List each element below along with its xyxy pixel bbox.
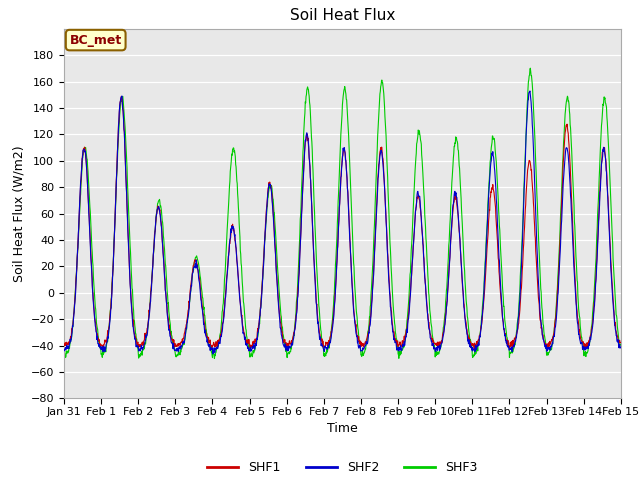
SHF2	[429, 341, 436, 347]
SHF3	[170, 346, 178, 351]
SHF3	[60, 354, 68, 360]
SHF2	[616, 344, 624, 350]
SHF2	[184, 315, 191, 321]
SHF1	[470, 347, 478, 352]
SHF2	[170, 346, 178, 352]
Title: Soil Heat Flux: Soil Heat Flux	[290, 9, 395, 24]
SHF3	[502, 323, 509, 329]
SHF1	[60, 342, 68, 348]
Line: SHF2: SHF2	[64, 91, 620, 354]
SHF1	[171, 341, 179, 347]
SHF1	[184, 308, 192, 313]
SHF2	[246, 344, 254, 350]
SHF1	[117, 94, 125, 99]
SHF3	[616, 342, 624, 348]
Line: SHF1: SHF1	[64, 96, 620, 349]
SHF1	[429, 339, 436, 345]
SHF3	[527, 65, 534, 71]
Legend: SHF1, SHF2, SHF3: SHF1, SHF2, SHF3	[202, 456, 483, 480]
Y-axis label: Soil Heat Flux (W/m2): Soil Heat Flux (W/m2)	[12, 145, 25, 282]
SHF2	[60, 346, 68, 352]
SHF2	[209, 351, 217, 357]
SHF3	[211, 356, 218, 361]
Text: BC_met: BC_met	[70, 34, 122, 47]
SHF2	[502, 338, 509, 344]
SHF3	[246, 354, 254, 360]
SHF1	[551, 319, 559, 324]
SHF2	[551, 325, 559, 331]
Line: SHF3: SHF3	[64, 68, 620, 359]
SHF3	[429, 335, 436, 341]
SHF2	[526, 88, 534, 94]
X-axis label: Time: Time	[327, 422, 358, 435]
SHF1	[502, 336, 510, 341]
SHF1	[246, 345, 254, 351]
SHF3	[551, 319, 559, 324]
SHF3	[184, 315, 191, 321]
SHF1	[616, 340, 624, 346]
